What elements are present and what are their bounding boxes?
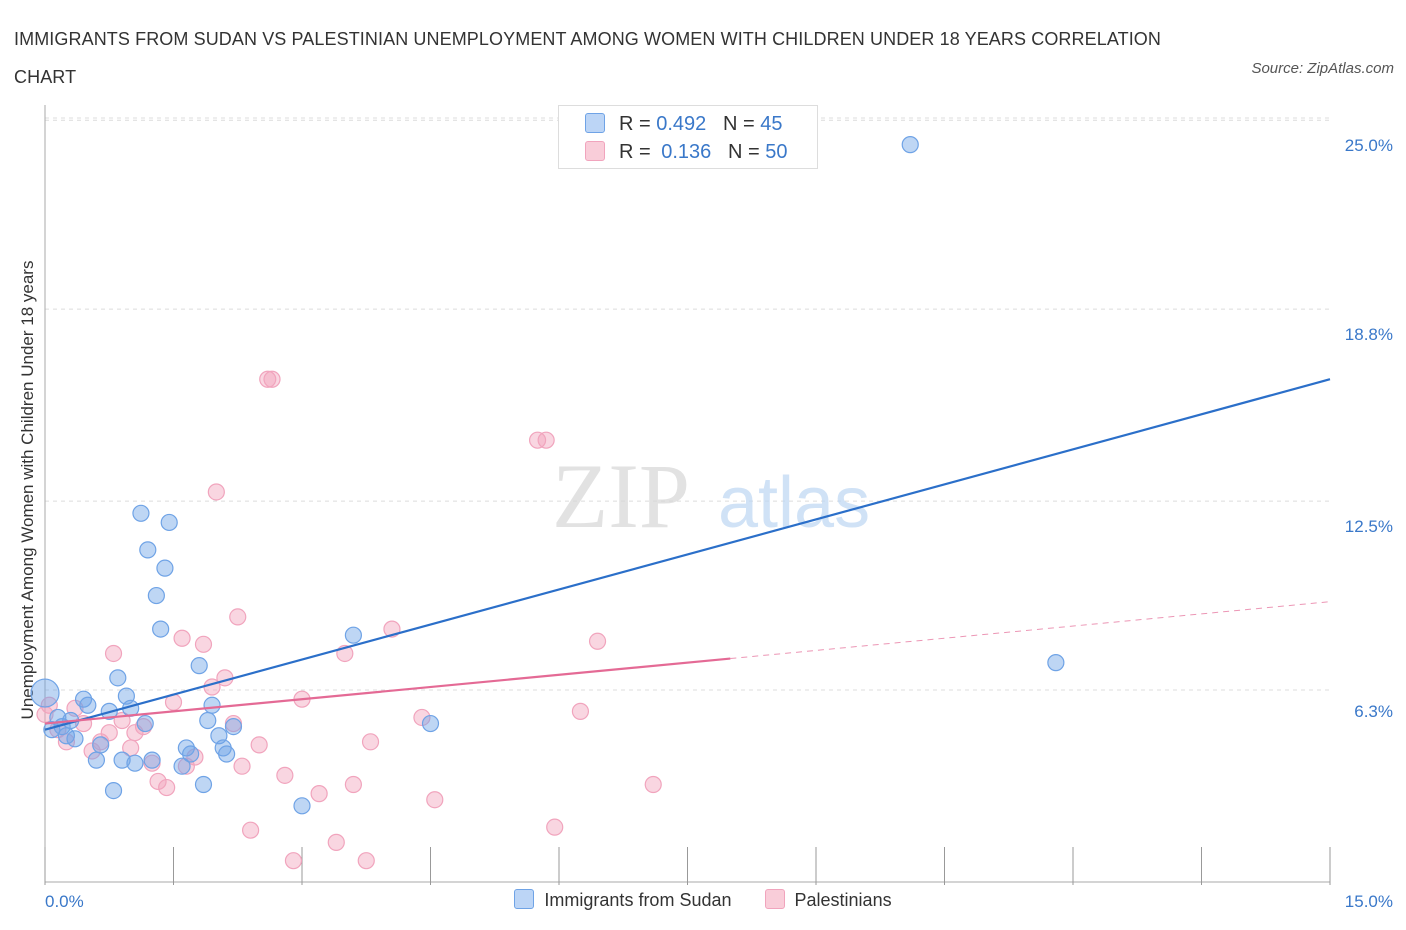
point-palestinians: [572, 703, 588, 719]
sudan-swatch: [585, 113, 605, 133]
correlation-legend: R = 0.492 N = 45 R = 0.136 N = 50: [558, 105, 818, 169]
point-palestinians: [243, 822, 259, 838]
point-palestinians: [345, 776, 361, 792]
point-sudan: [148, 588, 164, 604]
legend-label-sudan: Immigrants from Sudan: [544, 890, 731, 910]
n-label: N =: [728, 141, 760, 163]
point-sudan: [345, 627, 361, 643]
point-sudan: [133, 505, 149, 521]
y-tick-label: 6.3%: [1354, 702, 1393, 721]
point-sudan: [195, 776, 211, 792]
point-palestinians: [217, 670, 233, 686]
point-palestinians: [645, 776, 661, 792]
r-label: R =: [619, 141, 651, 163]
corr-row-pal: R = 0.136 N = 50: [585, 141, 787, 164]
point-sudan: [137, 716, 153, 732]
point-sudan: [93, 737, 109, 753]
point-sudan: [106, 783, 122, 799]
point-sudan: [219, 746, 235, 762]
point-sudan: [153, 621, 169, 637]
point-sudan: [200, 713, 216, 729]
point-sudan: [31, 679, 59, 707]
n-label: N =: [723, 113, 755, 135]
pal-swatch: [585, 141, 605, 161]
point-palestinians: [234, 758, 250, 774]
point-palestinians: [195, 636, 211, 652]
point-sudan: [88, 752, 104, 768]
legend-label-pal: Palestinians: [795, 890, 892, 910]
r-label: R =: [619, 113, 651, 135]
n-value-pal: 50: [765, 141, 787, 163]
series-legend: Immigrants from Sudan Palestinians: [0, 889, 1406, 911]
y-tick-label: 25.0%: [1345, 136, 1393, 155]
point-palestinians: [311, 786, 327, 802]
y-tick-label: 12.5%: [1345, 517, 1393, 536]
point-palestinians: [251, 737, 267, 753]
trend-line-palestinians: [45, 659, 730, 724]
gridlines: [45, 118, 1330, 690]
point-palestinians: [363, 734, 379, 750]
point-palestinians: [358, 853, 374, 869]
legend-item-sudan[interactable]: Immigrants from Sudan: [514, 889, 731, 911]
point-sudan: [157, 560, 173, 576]
trend-line-sudan: [45, 379, 1330, 729]
points-sudan: [31, 137, 1064, 814]
point-sudan: [144, 752, 160, 768]
point-sudan: [423, 716, 439, 732]
point-sudan: [140, 542, 156, 558]
point-palestinians: [538, 432, 554, 448]
point-sudan: [225, 719, 241, 735]
point-palestinians: [427, 792, 443, 808]
point-palestinians: [590, 633, 606, 649]
point-sudan: [902, 137, 918, 153]
point-sudan: [110, 670, 126, 686]
r-value-sudan: 0.492: [656, 113, 706, 135]
point-sudan: [80, 697, 96, 713]
y-tick-label: 18.8%: [1345, 325, 1393, 344]
point-sudan: [191, 658, 207, 674]
r-value-pal: 0.136: [661, 141, 711, 163]
point-palestinians: [328, 834, 344, 850]
trend-lines: [45, 379, 1330, 729]
point-sudan: [67, 731, 83, 747]
legend-item-pal[interactable]: Palestinians: [765, 889, 892, 911]
point-sudan: [294, 798, 310, 814]
point-sudan: [183, 746, 199, 762]
point-palestinians: [285, 853, 301, 869]
point-sudan: [1048, 655, 1064, 671]
point-sudan: [204, 697, 220, 713]
watermark: ZIP atlas: [552, 445, 870, 547]
legend-swatch-pal: [765, 889, 785, 909]
point-sudan: [161, 514, 177, 530]
legend-swatch-sudan: [514, 889, 534, 909]
point-palestinians: [264, 371, 280, 387]
watermark-zip: ZIP: [552, 445, 690, 547]
watermark-atlas: atlas: [718, 463, 870, 543]
point-palestinians: [208, 484, 224, 500]
trend-line-palestinians-extrapolated: [730, 602, 1330, 659]
corr-row-sudan: R = 0.492 N = 45: [585, 113, 782, 136]
point-palestinians: [230, 609, 246, 625]
n-value-sudan: 45: [760, 113, 782, 135]
point-palestinians: [277, 767, 293, 783]
point-palestinians: [174, 630, 190, 646]
point-sudan: [127, 755, 143, 771]
point-palestinians: [106, 645, 122, 661]
point-palestinians: [159, 780, 175, 796]
point-palestinians: [547, 819, 563, 835]
